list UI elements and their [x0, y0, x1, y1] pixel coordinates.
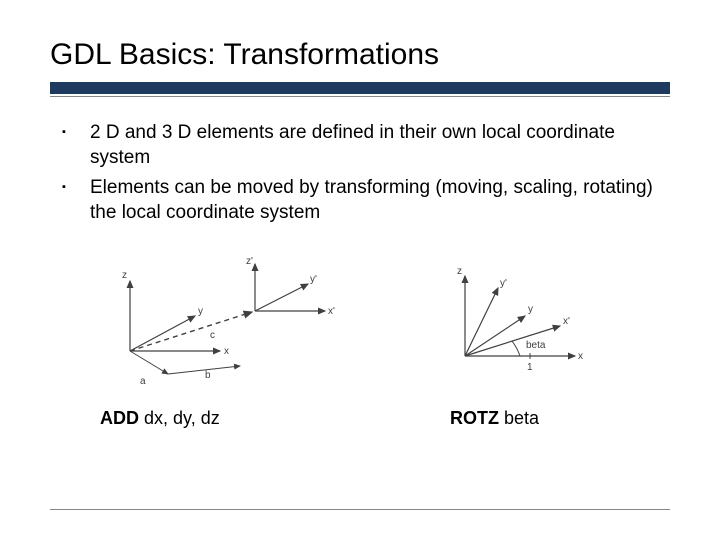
- svg-text:x': x': [563, 316, 570, 327]
- title-bar: [50, 82, 670, 94]
- bullet-text: 2 D and 3 D elements are defined in thei…: [90, 121, 670, 170]
- bullet-list: ▪ 2 D and 3 D elements are defined in th…: [50, 121, 670, 226]
- title-underline: [50, 96, 670, 97]
- bullet-marker: ▪: [62, 121, 90, 170]
- bullet-item: ▪ Elements can be moved by transforming …: [62, 176, 670, 225]
- svg-text:x: x: [224, 346, 229, 357]
- bullet-item: ▪ 2 D and 3 D elements are defined in th…: [62, 121, 670, 170]
- diagram-rotation: z x y x' y' beta 1: [430, 256, 630, 386]
- caption-add-cmd: ADD: [100, 408, 139, 428]
- footer-divider: [50, 509, 670, 510]
- caption-add: ADD dx, dy, dz: [100, 408, 380, 429]
- caption-rotz-cmd: ROTZ: [450, 408, 499, 428]
- svg-text:x: x: [578, 351, 583, 362]
- svg-text:beta: beta: [526, 340, 546, 351]
- svg-text:x': x': [328, 306, 335, 317]
- diagram-translation: z y x c z' y' x' a b: [90, 256, 370, 386]
- slide-container: GDL Basics: Transformations ▪ 2 D and 3 …: [0, 0, 720, 540]
- svg-text:1: 1: [527, 362, 533, 373]
- svg-text:y': y': [310, 274, 317, 285]
- bullet-text: Elements can be moved by transforming (m…: [90, 176, 670, 225]
- svg-text:z: z: [457, 266, 462, 277]
- caption-rotz-args: beta: [499, 408, 539, 428]
- caption-add-args: dx, dy, dz: [139, 408, 220, 428]
- svg-text:z': z': [246, 256, 253, 267]
- svg-text:y': y': [500, 278, 507, 289]
- diagrams-row: z y x c z' y' x' a b: [50, 256, 670, 386]
- svg-text:b: b: [205, 370, 211, 381]
- slide-title: GDL Basics: Transformations: [50, 38, 670, 72]
- svg-text:z: z: [122, 270, 127, 281]
- translation-svg: z y x c z' y' x' a b: [90, 256, 340, 386]
- bullet-marker: ▪: [62, 176, 90, 225]
- captions-row: ADD dx, dy, dz ROTZ beta: [50, 408, 670, 429]
- svg-text:y: y: [528, 304, 533, 315]
- svg-text:y: y: [198, 306, 203, 317]
- svg-text:a: a: [140, 376, 146, 386]
- svg-text:c: c: [210, 330, 215, 341]
- rotation-svg: z x y x' y' beta 1: [430, 256, 610, 386]
- caption-rotz: ROTZ beta: [450, 408, 539, 429]
